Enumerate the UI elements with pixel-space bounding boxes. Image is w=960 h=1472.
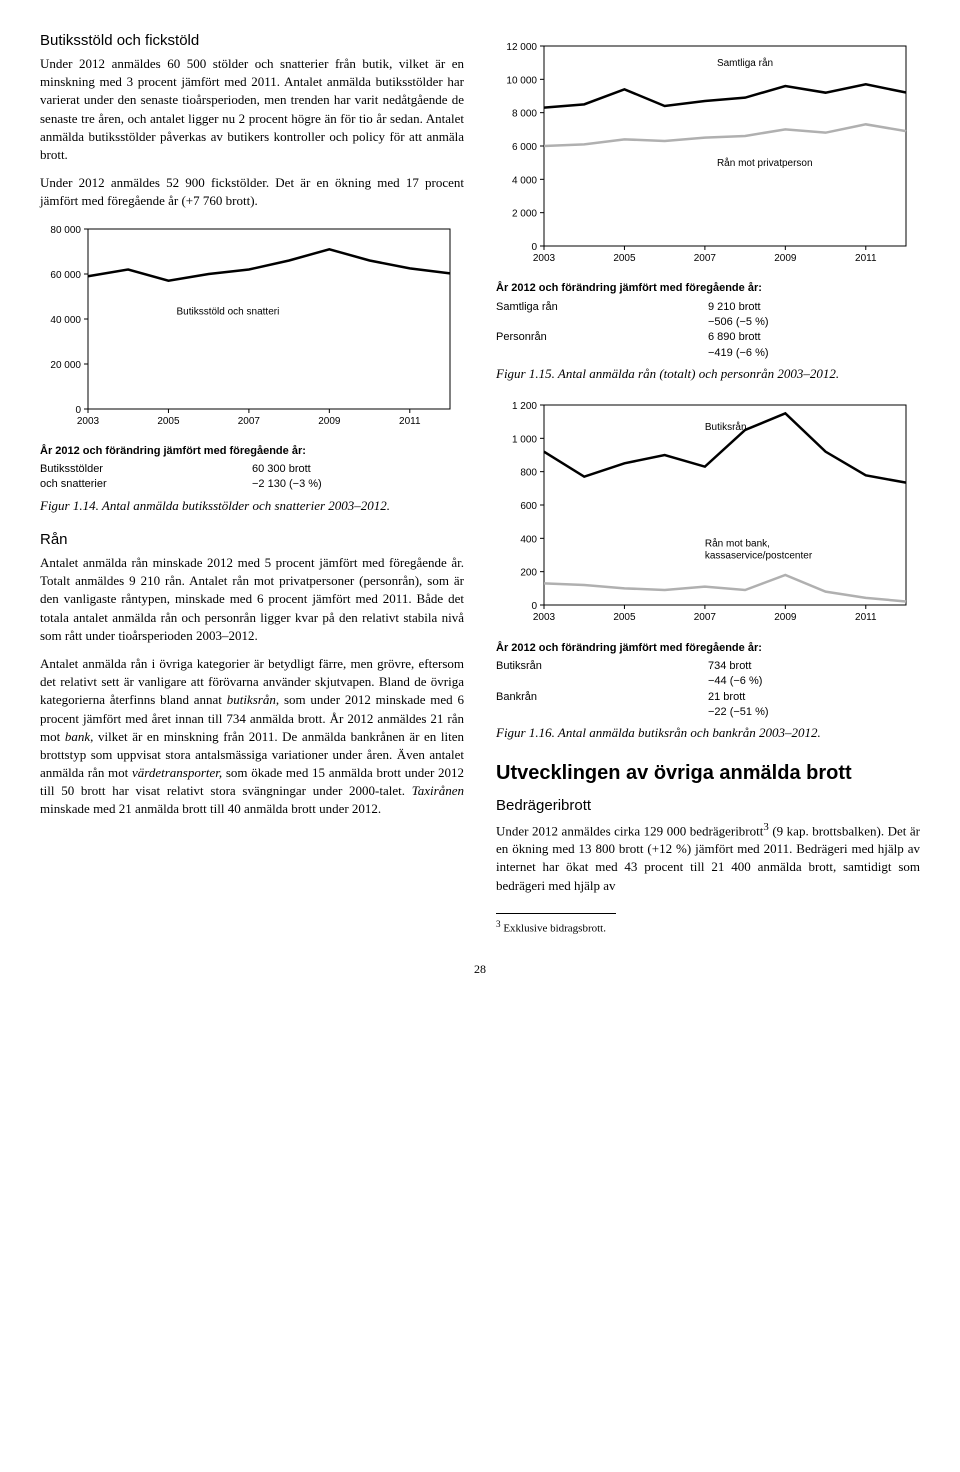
chart16-legend-r3c0 xyxy=(496,705,708,720)
page-number: 28 xyxy=(40,961,920,978)
chart16-legend-r0c0: Butiksrån xyxy=(496,659,708,674)
chart-figur-1-14: 0 20 000 40 000 60 000 80 000 2003 2005 2007 200… xyxy=(40,221,464,436)
chart15-legend-r0c1: 9 210 brott xyxy=(708,300,920,315)
chart16-svg: 0 200 400 600 800 1 000 1 200 2003 2005 2007 2009 2… xyxy=(496,397,916,627)
chart15-legend-r1c1: −506 (−5 %) xyxy=(708,315,920,330)
chart16-legend-r0c1: 734 brott xyxy=(708,659,920,674)
ran-p2: Antalet anmälda rån i övriga kategorier … xyxy=(40,655,464,819)
footnote-rule xyxy=(496,913,616,914)
chart14-legend-r0c0: Butiksstölder xyxy=(40,462,252,477)
utv-title: Utvecklingen av övriga anmälda brott xyxy=(496,761,920,785)
svg-text:2009: 2009 xyxy=(774,253,797,264)
butik-p2: Under 2012 anmäldes 52 900 fickstölder. … xyxy=(40,174,464,210)
svg-text:0: 0 xyxy=(75,405,81,416)
svg-text:1 200: 1 200 xyxy=(512,401,537,412)
chart14-legend-r0c1: 60 300 brott xyxy=(252,462,464,477)
svg-text:2005: 2005 xyxy=(613,612,636,623)
footnote: 3 Exklusive bidragsbrott. xyxy=(496,918,920,937)
svg-text:8 000: 8 000 xyxy=(512,109,537,120)
svg-text:4 000: 4 000 xyxy=(512,175,537,186)
svg-text:800: 800 xyxy=(520,468,537,479)
chart-figur-1-16: 0 200 400 600 800 1 000 1 200 2003 2005 2007 2009 2… xyxy=(496,397,920,632)
svg-text:2009: 2009 xyxy=(774,612,797,623)
svg-text:kassaservice/postcenter: kassaservice/postcenter xyxy=(705,551,813,562)
chart15-legend-r2c0: Personrån xyxy=(496,330,708,345)
bed-p1: Under 2012 anmäldes cirka 129 000 bedräg… xyxy=(496,820,920,895)
chart16-legend-r2c1: 21 brott xyxy=(708,690,920,705)
svg-text:2003: 2003 xyxy=(533,612,556,623)
chart16-legend-r1c1: −44 (−6 %) xyxy=(708,674,920,689)
chart14-legend-r1c1: −2 130 (−3 %) xyxy=(252,477,464,492)
svg-text:200: 200 xyxy=(520,568,537,579)
svg-text:0: 0 xyxy=(531,601,537,612)
chart14-caption: Figur 1.14. Antal anmälda butiksstölder … xyxy=(40,497,464,515)
chart16-legend-r3c1: −22 (−51 %) xyxy=(708,705,920,720)
svg-text:2011: 2011 xyxy=(855,253,877,264)
chart15-legend-r2c1: 6 890 brott xyxy=(708,330,920,345)
chart15-legend: År 2012 och förändring jämfört med föreg… xyxy=(496,281,920,361)
svg-text:2007: 2007 xyxy=(694,253,717,264)
svg-text:Rån mot bank,: Rån mot bank, xyxy=(705,538,770,550)
svg-text:2009: 2009 xyxy=(318,416,341,427)
chart14-legend-r1c0: och snatterier xyxy=(40,477,252,492)
chart15-legend-r3c1: −419 (−6 %) xyxy=(708,346,920,361)
svg-text:2 000: 2 000 xyxy=(512,209,537,220)
butik-p1: Under 2012 anmäldes 60 500 stölder och s… xyxy=(40,55,464,164)
ran-p1: Antalet anmälda rån minskade 2012 med 5 … xyxy=(40,554,464,645)
svg-text:10 000: 10 000 xyxy=(506,75,537,86)
chart14-legend: År 2012 och förändring jämfört med föreg… xyxy=(40,444,464,493)
svg-text:40 000: 40 000 xyxy=(50,315,81,326)
svg-text:1 000: 1 000 xyxy=(512,435,537,446)
svg-text:400: 400 xyxy=(520,535,537,546)
svg-text:Samtliga rån: Samtliga rån xyxy=(717,57,773,69)
svg-text:600: 600 xyxy=(520,501,537,512)
chart15-svg: 0 2 000 4 000 6 000 8 000 10 000 12 000 2003 200… xyxy=(496,38,916,268)
svg-text:2003: 2003 xyxy=(533,253,556,264)
svg-text:Butiksrån: Butiksrån xyxy=(705,421,747,433)
chart15-caption: Figur 1.15. Antal anmälda rån (totalt) o… xyxy=(496,365,920,383)
svg-text:2007: 2007 xyxy=(238,416,261,427)
svg-text:2003: 2003 xyxy=(77,416,100,427)
chart16-legend-r2c0: Bankrån xyxy=(496,690,708,705)
butik-title: Butiksstöld och fickstöld xyxy=(40,30,464,51)
chart16-caption: Figur 1.16. Antal anmälda butiksrån och … xyxy=(496,724,920,742)
chart15-legend-title: År 2012 och förändring jämfört med föreg… xyxy=(496,281,920,296)
svg-text:2005: 2005 xyxy=(157,416,180,427)
svg-text:2011: 2011 xyxy=(855,612,877,623)
svg-text:2007: 2007 xyxy=(694,612,717,623)
svg-text:80 000: 80 000 xyxy=(50,225,81,236)
ran-title: Rån xyxy=(40,529,464,550)
svg-text:Butiksstöld och snatteri: Butiksstöld och snatteri xyxy=(176,306,279,317)
svg-text:20 000: 20 000 xyxy=(50,360,81,371)
chart-figur-1-15: 0 2 000 4 000 6 000 8 000 10 000 12 000 2003 200… xyxy=(496,38,920,273)
bed-title: Bedrägeribrott xyxy=(496,795,920,816)
svg-text:2011: 2011 xyxy=(399,416,421,427)
svg-text:Rån mot privatperson: Rån mot privatperson xyxy=(717,157,813,169)
chart16-legend-title: År 2012 och förändring jämfört med föreg… xyxy=(496,641,920,656)
svg-text:2005: 2005 xyxy=(613,253,636,264)
svg-text:12 000: 12 000 xyxy=(506,42,537,53)
chart15-legend-r1c0 xyxy=(496,315,708,330)
chart14-svg: 0 20 000 40 000 60 000 80 000 2003 2005 2007 200… xyxy=(40,221,460,431)
chart15-legend-r3c0 xyxy=(496,346,708,361)
chart16-legend-r1c0 xyxy=(496,674,708,689)
chart16-legend: År 2012 och förändring jämfört med föreg… xyxy=(496,641,920,721)
svg-text:6 000: 6 000 xyxy=(512,142,537,153)
chart14-legend-title: År 2012 och förändring jämfört med föreg… xyxy=(40,444,464,459)
chart15-legend-r0c0: Samtliga rån xyxy=(496,300,708,315)
svg-text:0: 0 xyxy=(531,242,537,253)
svg-text:60 000: 60 000 xyxy=(50,270,81,281)
